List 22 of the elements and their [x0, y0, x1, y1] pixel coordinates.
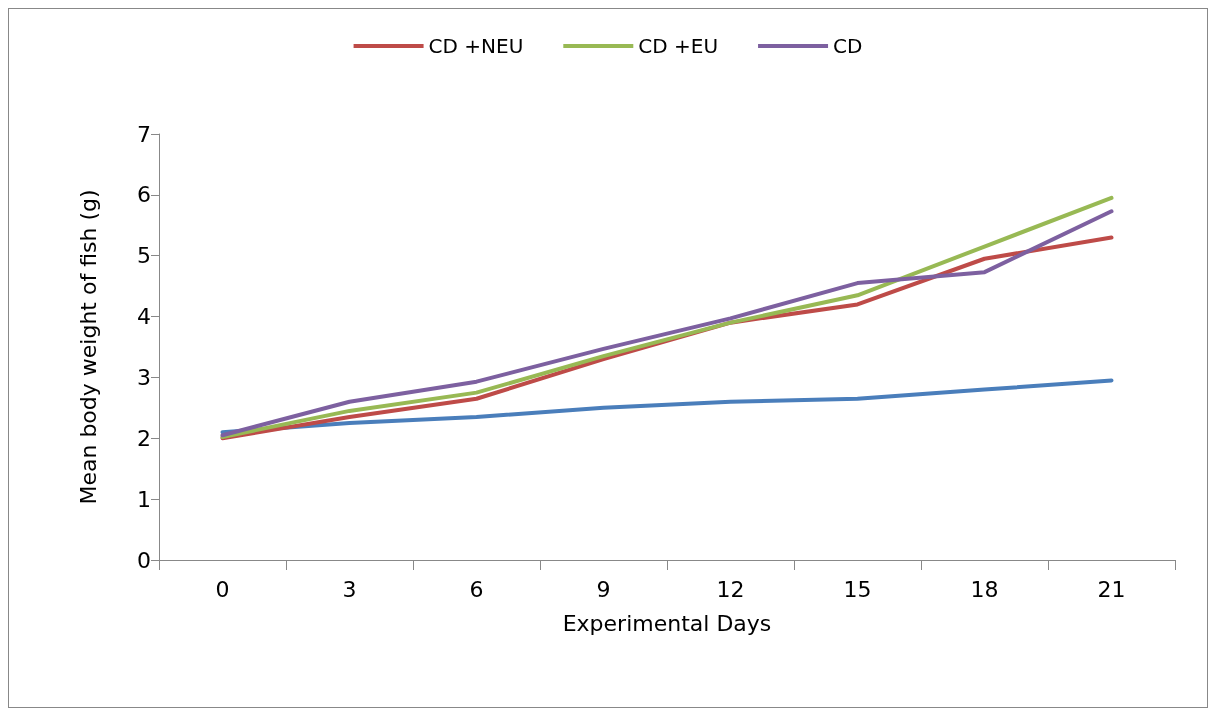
x-axis-title: Experimental Days: [562, 610, 772, 636]
y-tick-label: 5: [137, 243, 151, 269]
legend-label: CD: [833, 34, 863, 58]
x-tick-label: 21: [1097, 576, 1126, 602]
legend-label: CD +NEU: [428, 34, 524, 58]
x-tick-label: 0: [215, 576, 230, 602]
x-tick-label: 12: [716, 576, 745, 602]
legend-label: CD +EU: [638, 34, 719, 58]
y-tick-label: 6: [137, 182, 151, 208]
y-axis-title: Mean body weight of fish (g): [75, 189, 101, 505]
y-tick-label: 2: [137, 425, 151, 451]
x-tick-label: 3: [342, 576, 357, 602]
x-tick-label: 15: [843, 576, 872, 602]
y-tick-label: 1: [137, 486, 151, 512]
x-tick-label: 6: [469, 576, 484, 602]
y-tick-label: 0: [137, 547, 151, 573]
x-tick-label: 18: [970, 576, 999, 602]
y-tick-label: 3: [137, 364, 151, 390]
y-tick-label: 4: [137, 304, 151, 330]
x-tick-label: 9: [596, 576, 611, 602]
y-tick-label: 7: [137, 121, 151, 147]
line-series: [220, 378, 1114, 435]
